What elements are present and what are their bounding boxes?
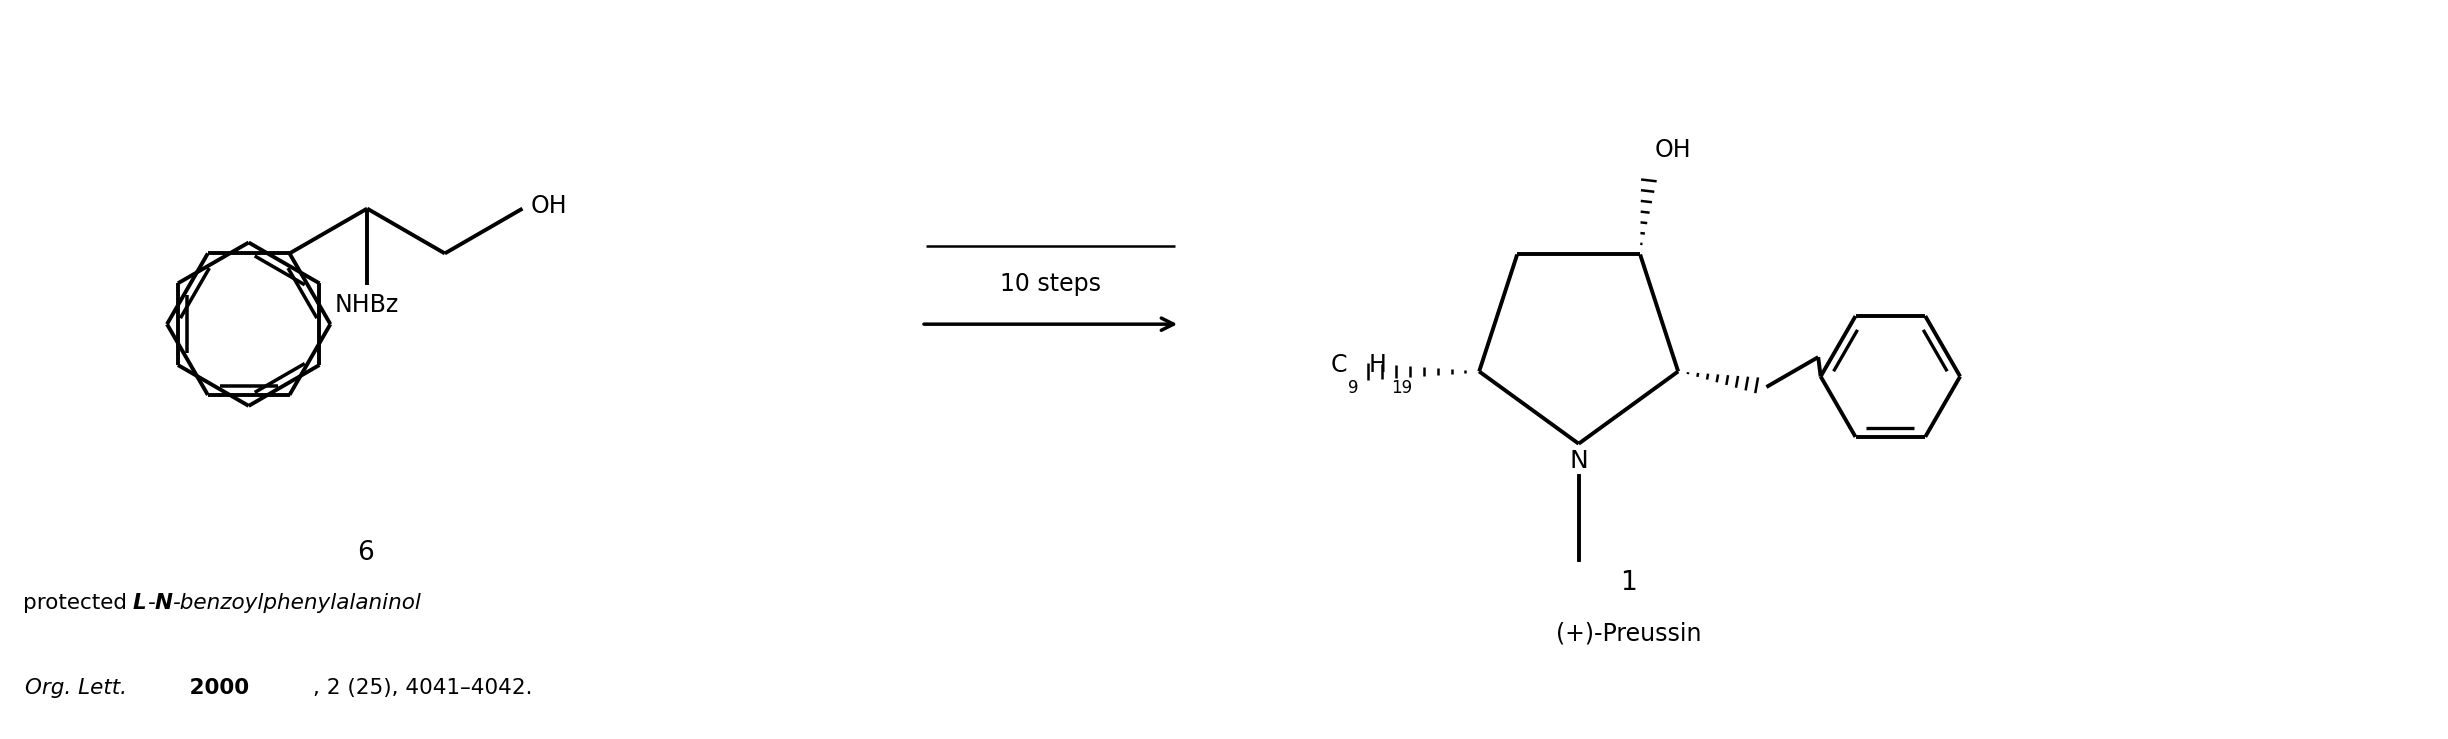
Text: L: L [132,593,147,613]
Text: 19: 19 [1390,379,1412,398]
Text: , 2 (25), 4041–4042.: , 2 (25), 4041–4042. [313,678,534,698]
Text: protected: protected [22,593,132,613]
Text: 6: 6 [357,540,375,566]
Text: C: C [1329,353,1346,378]
Text: 9: 9 [1349,379,1359,398]
Text: N: N [1569,449,1589,473]
Text: (+)-Preussin: (+)-Preussin [1557,621,1701,645]
Text: OH: OH [531,194,568,217]
Text: 10 steps: 10 steps [1001,272,1102,296]
Text: H: H [1368,353,1386,378]
Text: OH: OH [1655,138,1692,162]
Text: 2000: 2000 [181,678,250,698]
Text: Org. Lett.: Org. Lett. [24,678,127,698]
Text: -benzoylphenylalaninol: -benzoylphenylalaninol [171,593,421,613]
Text: 1: 1 [1621,571,1638,596]
Text: N: N [154,593,171,613]
Text: -: - [147,593,154,613]
Text: NHBz: NHBz [335,293,399,317]
